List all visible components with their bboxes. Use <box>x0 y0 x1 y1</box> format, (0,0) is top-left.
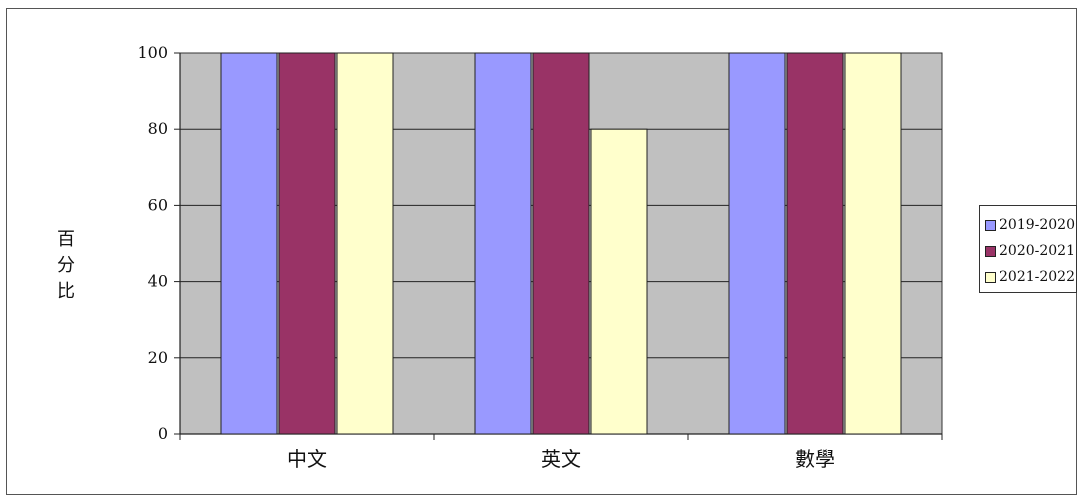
y-tick-label: 40 <box>148 272 168 291</box>
bar <box>590 128 648 435</box>
bar <box>728 52 786 435</box>
legend-label: 2020-2021 <box>999 243 1075 259</box>
bar <box>220 52 278 435</box>
bar-chart: 0 20 40 60 80 100 中文 英文 數學 <box>137 43 943 471</box>
bar <box>844 52 902 435</box>
bar <box>786 52 844 435</box>
bar <box>278 52 336 435</box>
y-axis-label-char: 比 <box>57 281 75 302</box>
legend-label: 2019-2020 <box>999 217 1075 233</box>
y-axis-label-char: 分 <box>57 255 75 276</box>
x-tick-label: 數學 <box>795 447 835 471</box>
y-tick-label: 80 <box>148 119 168 138</box>
legend-swatch <box>985 219 996 231</box>
legend-label: 2021-2022 <box>999 269 1075 285</box>
legend-swatch <box>985 245 996 257</box>
bar <box>474 52 532 435</box>
legend-item: 2019-2020 <box>985 212 1076 238</box>
bar <box>336 52 394 435</box>
x-tick-label: 中文 <box>287 447 327 471</box>
legend: 2019-2020 2020-2021 2021-2022 <box>979 205 1077 293</box>
y-tick-label: 20 <box>148 348 168 367</box>
legend-item: 2021-2022 <box>985 264 1076 290</box>
y-tick-label: 100 <box>137 43 168 62</box>
x-tick-label: 英文 <box>541 447 581 471</box>
legend-item: 2020-2021 <box>985 238 1076 264</box>
y-axis-label-char: 百 <box>57 229 75 250</box>
legend-swatch <box>985 271 996 283</box>
y-tick-label: 0 <box>158 424 168 443</box>
chart-frame: 0 20 40 60 80 100 中文 英文 數學 百 分 比 2019-2020 2020-… <box>6 8 1077 495</box>
bar <box>532 52 590 435</box>
y-tick-label: 60 <box>148 195 168 214</box>
